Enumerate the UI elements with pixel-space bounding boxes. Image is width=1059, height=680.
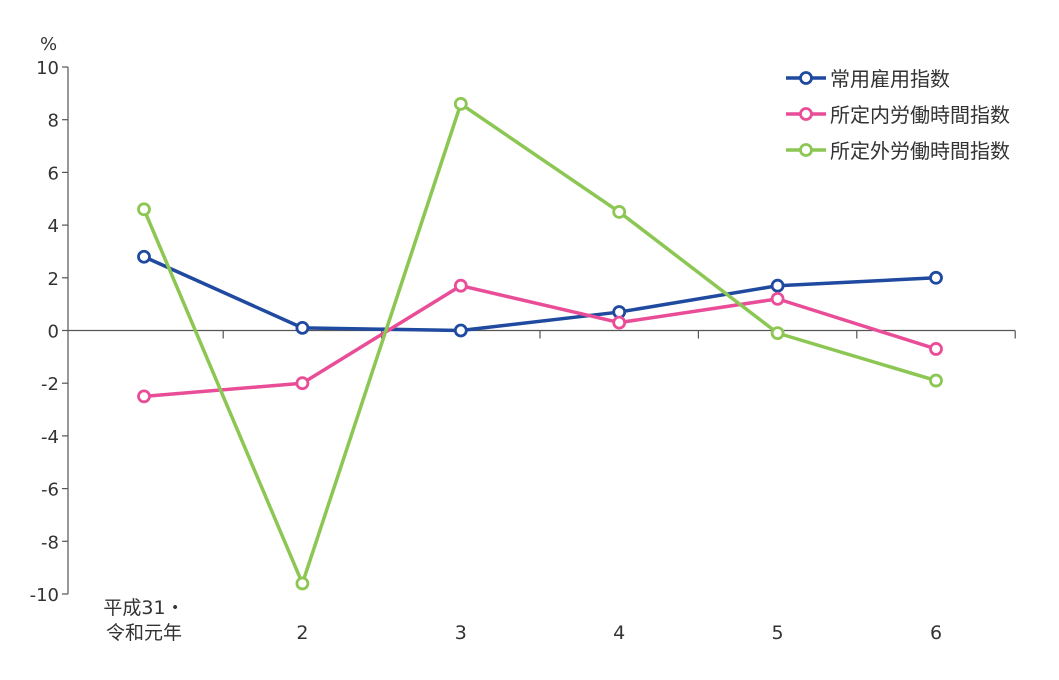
x-tick-label: 5 (772, 622, 784, 644)
data-point (770, 278, 785, 293)
data-point (137, 202, 151, 217)
series-2 (137, 278, 943, 404)
data-point (453, 278, 468, 293)
y-tick-label: 8 (48, 111, 59, 132)
data-point (295, 576, 310, 591)
data-point (453, 323, 468, 338)
data-point (137, 389, 151, 404)
y-tick-label: 2 (48, 269, 59, 290)
x-tick-label: 令和元年 (106, 622, 182, 644)
legend-label: 所定外労働時間指数 (830, 139, 1010, 163)
legend-marker (799, 71, 813, 85)
x-tick-label: 6 (930, 622, 942, 644)
data-point (295, 320, 310, 335)
series-line (143, 255, 937, 333)
x-tick-label: 4 (613, 622, 625, 644)
data-point (295, 376, 310, 391)
data-point (770, 291, 785, 306)
x-tick-label: 平成31・ (103, 597, 184, 619)
y-tick-label: -8 (41, 532, 59, 553)
data-point (453, 96, 468, 111)
y-axis-unit-label: % (40, 34, 57, 55)
y-tick-label: 0 (48, 322, 59, 343)
legend-label: 常用雇用指数 (830, 67, 950, 91)
series-1 (137, 249, 943, 338)
y-tick-label: -2 (41, 374, 59, 395)
data-point (612, 315, 627, 330)
y-tick-label: 6 (48, 163, 59, 184)
data-point (137, 249, 151, 264)
y-tick-label: 10 (36, 58, 59, 79)
legend-item: 所定外労働時間指数 (786, 139, 1010, 163)
y-tick-label: 4 (48, 216, 59, 237)
y-tick-label: -10 (30, 585, 59, 606)
y-tick-label: -4 (41, 427, 59, 448)
data-point (612, 205, 627, 219)
data-point (770, 326, 785, 341)
legend-item: 常用雇用指数 (786, 67, 950, 91)
legend-marker (799, 107, 813, 121)
series-line (142, 102, 937, 586)
series-line (143, 283, 937, 399)
data-point (929, 342, 943, 356)
x-tick-label: 2 (296, 622, 308, 644)
legend-item: 所定内労働時間指数 (786, 103, 1010, 127)
data-point (929, 373, 943, 388)
series-3 (137, 96, 943, 591)
legend-marker (799, 143, 813, 157)
x-tick-label: 3 (455, 622, 467, 644)
y-tick-label: -6 (41, 480, 59, 501)
legend-label: 所定内労働時間指数 (830, 103, 1010, 127)
data-point (929, 270, 943, 285)
